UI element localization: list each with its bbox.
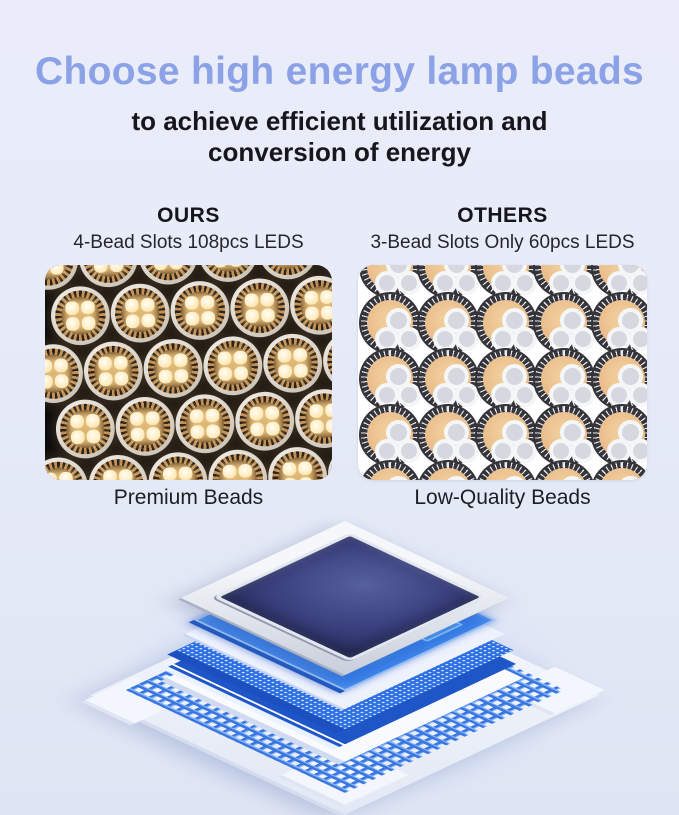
low-quality-bead <box>591 265 647 298</box>
chip-exploded-illustration <box>0 480 679 815</box>
low-quality-bead <box>417 348 479 410</box>
premium-bead <box>87 453 149 480</box>
premium-bead <box>234 390 296 452</box>
low-quality-bead <box>475 292 537 354</box>
premium-bead <box>82 340 144 402</box>
low-quality-bead-grid <box>358 265 647 480</box>
low-quality-bead <box>417 292 479 354</box>
low-quality-bead <box>475 348 537 410</box>
premium-bead <box>45 343 85 405</box>
ours-column-header: OURS 4-Bead Slots 108pcs LEDS <box>45 204 332 254</box>
low-quality-bead <box>591 348 647 410</box>
low-quality-bead <box>591 292 647 354</box>
low-quality-bead <box>359 404 421 466</box>
low-quality-caption: Low-Quality Beads <box>414 486 591 509</box>
premium-bead <box>326 443 332 480</box>
others-column-header: OTHERS 3-Bead Slots Only 60pcs LEDS <box>358 204 647 254</box>
page-title: Choose high energy lamp beads <box>35 50 644 93</box>
premium-bead <box>109 282 171 344</box>
premium-bead <box>147 451 209 480</box>
premium-bead <box>169 279 231 342</box>
premium-caption: Premium Beads <box>113 486 264 509</box>
premium-bead <box>229 277 291 339</box>
low-quality-bead <box>417 460 479 480</box>
low-quality-bead <box>533 460 595 480</box>
premium-bead <box>207 448 269 480</box>
page-subtitle: to achieve efficient utilization and conv… <box>0 106 679 168</box>
premium-bead <box>202 335 264 397</box>
premium-bead <box>142 337 204 400</box>
premium-bead <box>266 445 329 480</box>
premium-bead <box>54 398 116 460</box>
others-subheading: 3-Bead Slots Only 60pcs LEDS <box>370 232 635 253</box>
low-quality-bead <box>533 292 595 354</box>
low-quality-bead <box>359 265 421 298</box>
ours-subheading: 4-Bead Slots 108pcs LEDS <box>73 232 304 253</box>
premium-beads-photo <box>45 265 332 480</box>
low-quality-bead <box>359 460 421 480</box>
premium-bead <box>293 387 332 450</box>
low-quality-bead <box>533 404 595 466</box>
premium-bead <box>114 395 176 458</box>
premium-bead <box>174 393 236 455</box>
low-quality-bead <box>359 292 421 354</box>
low-quality-bead <box>417 404 479 466</box>
low-quality-bead <box>591 404 647 466</box>
low-quality-bead <box>533 348 595 410</box>
ours-heading: OURS <box>157 204 220 227</box>
subtitle-line-1: to achieve efficient utilization and <box>131 106 548 136</box>
low-quality-bead <box>591 460 647 480</box>
low-quality-bead <box>359 348 421 410</box>
others-heading: OTHERS <box>457 204 548 227</box>
premium-bead <box>288 274 332 336</box>
low-quality-beads-photo <box>358 265 647 480</box>
subtitle-line-2: conversion of energy <box>208 137 471 167</box>
premium-bead <box>262 332 324 394</box>
low-quality-bead <box>475 460 537 480</box>
premium-bead <box>321 329 332 392</box>
premium-bead <box>45 456 90 480</box>
premium-bead <box>49 285 112 347</box>
premium-bead-grid <box>45 265 332 480</box>
low-quality-bead <box>475 404 537 466</box>
